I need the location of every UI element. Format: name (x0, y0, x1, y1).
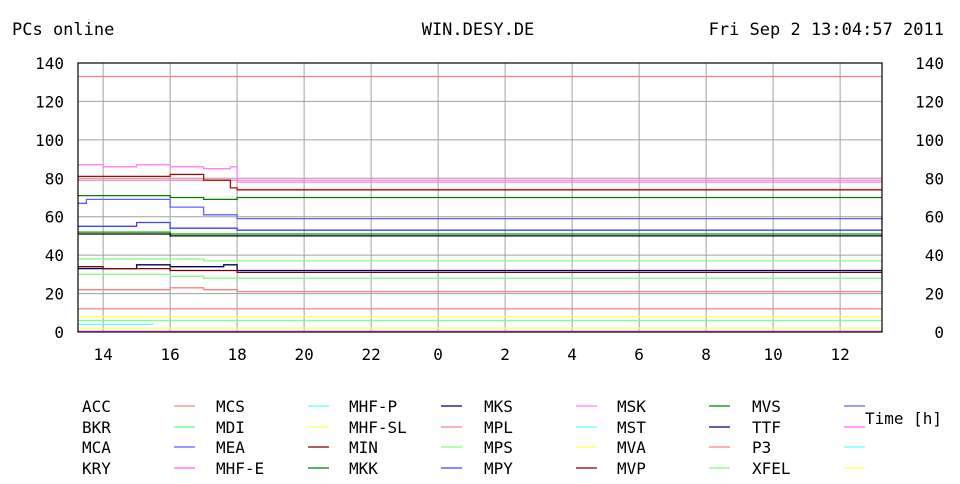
y-tick-label-left: 140 (35, 54, 64, 73)
y-tick-label-right: 100 (915, 131, 944, 150)
x-tick-label: 14 (93, 345, 112, 364)
x-tick-label: 20 (294, 345, 313, 364)
y-tick-label-left: 40 (45, 246, 64, 265)
series-line-mca (78, 273, 883, 281)
legend-label-mps: MPS (484, 438, 513, 457)
x-tick-label: 2 (500, 345, 510, 364)
x-tick-label: 22 (361, 345, 380, 364)
y-tick-label-right: 40 (925, 246, 944, 265)
legend-label-mpy: MPY (484, 459, 513, 478)
x-tick-label: 0 (433, 345, 443, 364)
legend-label-mhf-e: MHF-E (216, 459, 264, 478)
y-tick-label-left: 80 (45, 169, 64, 188)
series-line-mhf-p (78, 179, 882, 183)
series-line-mst (78, 264, 882, 272)
y-tick-label-left: 120 (35, 92, 64, 111)
legend-label-mpl: MPL (484, 418, 513, 437)
legend-label-ttf: TTF (752, 418, 781, 437)
legend-label-mvp: MVP (617, 459, 646, 478)
series-line-ttf (78, 266, 882, 274)
legend-label-mdi: MDI (216, 418, 245, 437)
header-left: PCs online (12, 20, 114, 40)
x-tick-label: 12 (830, 345, 849, 364)
legend-label-mkk: MKK (349, 459, 378, 478)
legend-label-min: MIN (349, 438, 378, 457)
legend-label-acc: ACC (82, 397, 111, 416)
legend-label-mva: MVA (617, 438, 646, 457)
x-tick-label: 16 (160, 345, 179, 364)
legend-label-msk: MSK (617, 397, 646, 416)
y-tick-label-right: 0 (934, 323, 944, 342)
x-tick-label: 10 (763, 345, 782, 364)
legend-label-mcs: MCS (216, 397, 245, 416)
x-tick-label: 8 (701, 345, 711, 364)
header-right: Fri Sep 2 13:04:57 2011 (709, 20, 944, 40)
series-lines (78, 75, 883, 332)
legend-label-xfel: XFEL (752, 459, 791, 478)
series-line-mcs (78, 164, 882, 181)
legend-label-mhf-p: MHF-P (349, 397, 397, 416)
series-line-mks (78, 173, 882, 191)
y-tick-label-right: 140 (915, 54, 944, 73)
y-tick-label-left: 60 (45, 208, 64, 227)
series-line-mea (78, 287, 882, 293)
y-tick-label-right: 80 (925, 169, 944, 188)
legend-label-bkr: BKR (82, 418, 111, 437)
x-axis-label: Time [h] (865, 409, 942, 428)
series-line-msk (78, 194, 882, 201)
series-line-mvs (78, 198, 883, 221)
series-line-mpl (78, 258, 882, 262)
y-tick-label-right: 60 (925, 208, 944, 227)
y-tick-label-left: 0 (54, 323, 64, 342)
plot-frame (77, 62, 883, 333)
y-tick-label-right: 20 (925, 285, 944, 304)
y-tick-label-right: 120 (915, 92, 944, 111)
x-tick-label: 4 (567, 345, 577, 364)
x-tick-label: 18 (227, 345, 246, 364)
y-tick-label-left: 20 (45, 285, 64, 304)
legend-label-mks: MKS (484, 397, 513, 416)
series-line-bkr (78, 221, 882, 231)
legend-label-p3: P3 (752, 438, 771, 457)
legend-label-mca: MCA (82, 438, 111, 457)
x-tick-label: 6 (634, 345, 644, 364)
legend-label-mea: MEA (216, 438, 245, 457)
legend-label-mst: MST (617, 418, 646, 437)
legend-label-mhf-sl: MHF-SL (349, 418, 407, 437)
y-tick-label-left: 100 (35, 131, 64, 150)
series-line-mhf-sl (78, 233, 882, 237)
legend-label-mvs: MVS (752, 397, 781, 416)
series-line-mdi (78, 231, 882, 235)
legend-label-kry: KRY (82, 459, 111, 478)
header-center: WIN.DESY.DE (422, 20, 535, 40)
